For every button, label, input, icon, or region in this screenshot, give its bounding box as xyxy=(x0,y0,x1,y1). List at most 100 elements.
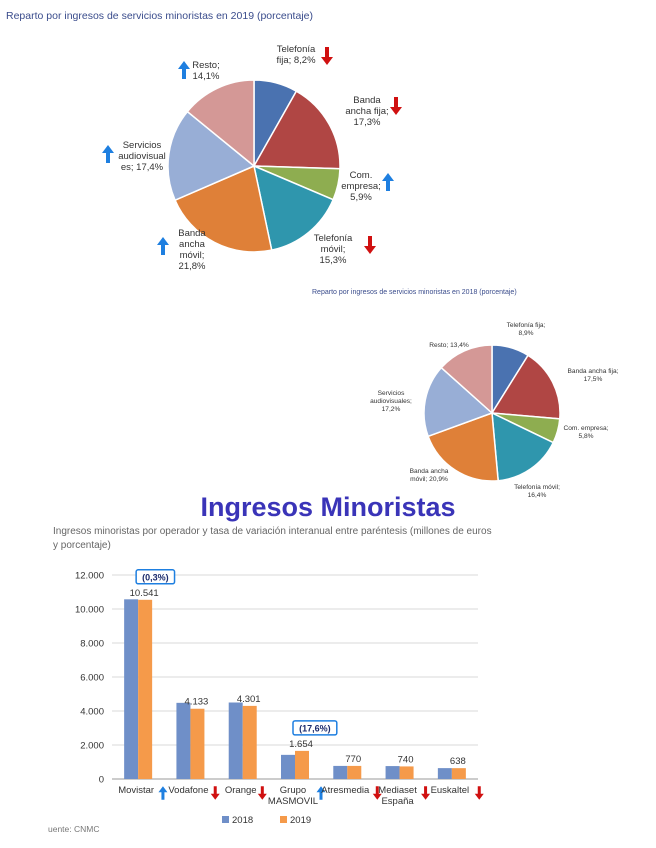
pie-slice-3 xyxy=(252,164,335,252)
bar-2018 xyxy=(281,754,295,779)
data-label: 4.133 xyxy=(185,697,209,708)
pie-slice-label-line: Servicios xyxy=(377,390,405,397)
pie-slice-6 xyxy=(440,344,493,415)
pie-slice-label-line: 14,1% xyxy=(192,71,220,82)
pie-2018-title: Reparto por ingresos de servicios minori… xyxy=(312,289,517,296)
pie-slice-6 xyxy=(186,79,255,168)
pie-slice-1 xyxy=(490,354,561,420)
pie-slice-label-line: ancha fija; xyxy=(345,106,389,117)
bar-2019 xyxy=(295,750,309,779)
trend-up-arrow-icon xyxy=(382,173,394,191)
x-tick-label: Movistar xyxy=(118,785,154,796)
trend-up-arrow-icon xyxy=(158,786,168,800)
pie-slice-label-line: Com. empresa; xyxy=(563,425,609,432)
legend-label: 2019 xyxy=(290,815,311,826)
pie-slice-label-line: Telefonía fija; xyxy=(506,322,546,329)
bar-2018 xyxy=(437,768,452,779)
pie-slice-3 xyxy=(491,411,555,482)
pie-slice-label-line: Com. xyxy=(349,170,373,181)
y-tick-label: 0 xyxy=(99,775,104,786)
source-note: uente: CNMC xyxy=(48,824,100,834)
pie-slice-label-line: 5,8% xyxy=(578,433,594,440)
pie-slice-label: Com. empresa; 5,9% xyxy=(338,170,384,203)
pie-slice-label-line: empresa; xyxy=(341,181,381,192)
pie-slice-label-line: móvil; xyxy=(179,250,205,261)
bar-2018 xyxy=(228,702,243,779)
pie-slice-label-line: 17,2% xyxy=(381,406,401,413)
pie-slice-label: Servicios audiovisual es; 17,4% xyxy=(108,140,176,173)
pie-slice-1 xyxy=(252,90,341,170)
pie-slice-label-line: 15,3% xyxy=(319,255,347,266)
data-label: 10.541 xyxy=(130,588,159,599)
variation-callout: (0,3%) xyxy=(135,569,176,585)
bar-chart-subtitle: Ingresos minoristas por operador y tasa … xyxy=(53,526,492,551)
pie-slice-label: Resto; 13,4% xyxy=(418,342,480,350)
pie-slice-label-line: ancha xyxy=(179,239,205,250)
bar-2019 xyxy=(399,766,414,779)
pie-slice-label-line: Banda xyxy=(353,95,381,106)
trend-up-arrow-icon xyxy=(178,61,190,79)
x-tick-label: MASMOVIL xyxy=(268,796,318,807)
data-label: 4.301 xyxy=(237,694,261,705)
y-tick-label: 6.000 xyxy=(80,673,104,684)
pie-slice-label-line: 5,9% xyxy=(350,192,372,203)
trend-down-arrow-icon xyxy=(390,97,402,115)
pie-slice-5 xyxy=(423,366,494,438)
trend-up-arrow-icon xyxy=(157,237,169,255)
pie-slice-label: Banda ancha móvil; 20,9% xyxy=(400,468,458,484)
pie-slice-label-line: 8,9% xyxy=(518,330,534,337)
y-tick-label: 10.000 xyxy=(75,605,104,616)
bar-2018 xyxy=(124,599,139,779)
pie-slice-label: Banda ancha fija; 17,3% xyxy=(334,95,400,128)
bar-2019 xyxy=(242,705,257,779)
bar-2019 xyxy=(347,765,362,779)
pie-slice-label: Com. empresa; 5,8% xyxy=(557,425,615,441)
pie-slice-label-line: Servicios xyxy=(122,140,162,151)
data-label: 1.654 xyxy=(289,739,313,750)
x-tick-label: Vodafone xyxy=(168,785,208,796)
pie-slice-label-line: Banda xyxy=(178,228,206,239)
x-tick-label: Mediaset xyxy=(378,785,417,796)
pie-slice-label: Banda ancha móvil; 21,8% xyxy=(172,228,212,272)
callout-text: (17,6%) xyxy=(299,723,331,733)
pie-slice-label-line: Banda ancha xyxy=(409,468,449,475)
bar-2019 xyxy=(190,708,205,779)
pie-slice-label-line: 21,8% xyxy=(178,261,206,272)
x-tick-label: Orange xyxy=(225,785,257,796)
data-label: 638 xyxy=(450,756,466,767)
bar-chart-revenue: 0 2.000 4.000 6.000 8.000 10.000 12.000 10.541 M… xyxy=(75,569,484,826)
pie-slice-label: Telefonía fija; 8,9% xyxy=(498,322,554,338)
x-tick-label: Grupo xyxy=(280,785,306,796)
trend-down-arrow-icon xyxy=(210,786,220,800)
pie-slice-label-line: Telefonía móvil; xyxy=(514,484,560,491)
data-label: 740 xyxy=(398,754,414,765)
trend-down-arrow-icon xyxy=(474,786,484,800)
pie-slice-label-line: audiovisuales; xyxy=(370,398,412,405)
pie-chart-2018 xyxy=(423,344,561,482)
trend-up-arrow-icon xyxy=(316,786,326,800)
pie-slice-label: Banda ancha fija; 17,5% xyxy=(557,368,629,384)
pie-slice-label: Telefonía móvil; 16,4% xyxy=(508,484,566,500)
trend-down-arrow-icon xyxy=(421,786,431,800)
pie-slice-label-line: 16,4% xyxy=(527,492,547,499)
bar-2018 xyxy=(176,702,191,779)
bar-chart-title: Ingresos Minoristas xyxy=(200,492,456,522)
pie-slice-label-line: es; 17,4% xyxy=(120,162,164,173)
legend-swatch-2019 xyxy=(280,816,287,823)
bar-2019 xyxy=(138,599,153,779)
x-tick-label: Atresmedia xyxy=(321,785,370,796)
pie-slice-4 xyxy=(174,164,273,253)
pie-slice-label-line: Resto; 13,4% xyxy=(429,342,469,349)
pie-slice-label-line: fija; 8,2% xyxy=(276,55,316,66)
pie-slice-label-line: Banda ancha fija; xyxy=(567,368,619,375)
trend-up-arrow-icon xyxy=(102,145,114,163)
pie-slice-label-line: móvil; 20,9% xyxy=(410,476,448,483)
y-tick-label: 8.000 xyxy=(80,639,104,650)
bar-2019 xyxy=(451,768,466,779)
pie-chart-2019 xyxy=(102,47,402,255)
pie-slice-label: Telefonía fija; 8,2% xyxy=(266,44,326,66)
trend-down-arrow-icon xyxy=(321,47,333,65)
pie-slice-5 xyxy=(167,110,256,202)
pie-slice-label-line: móvil; xyxy=(320,244,346,255)
legend-swatch-2018 xyxy=(222,816,229,823)
